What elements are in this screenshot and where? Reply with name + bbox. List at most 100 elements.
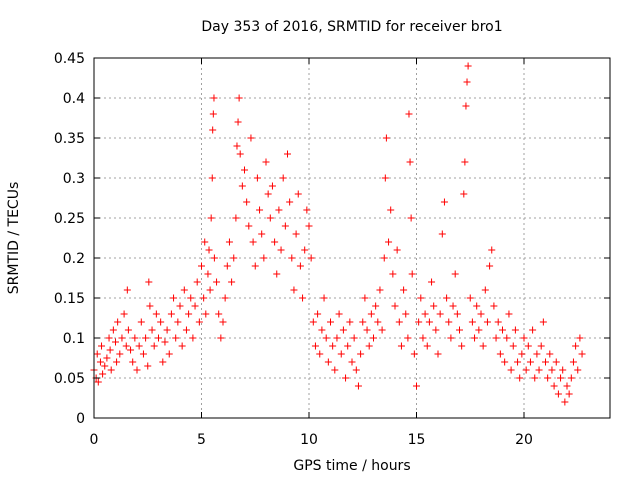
data-point <box>563 382 571 390</box>
data-point <box>204 270 212 278</box>
data-point <box>145 278 153 286</box>
data-point <box>526 358 534 366</box>
data-point <box>217 334 225 342</box>
data-point <box>225 238 233 246</box>
data-point <box>572 342 580 350</box>
data-point <box>309 318 317 326</box>
data-point <box>201 238 209 246</box>
data-point <box>209 126 217 134</box>
data-point <box>124 326 132 334</box>
data-point <box>266 214 274 222</box>
data-point <box>303 206 311 214</box>
data-point <box>505 310 513 318</box>
data-point <box>262 158 270 166</box>
data-point <box>251 262 259 270</box>
data-point <box>432 326 440 334</box>
data-point <box>206 286 214 294</box>
data-point <box>447 334 455 342</box>
data-point <box>413 382 420 390</box>
data-point <box>550 382 558 390</box>
data-point <box>453 310 461 318</box>
data-point <box>402 310 410 318</box>
data-point <box>290 286 298 294</box>
data-point <box>150 342 158 350</box>
data-point <box>178 342 186 350</box>
data-point <box>415 318 423 326</box>
y-tick-label: 0.35 <box>54 131 85 147</box>
data-point <box>213 278 221 286</box>
x-tick-label: 5 <box>197 432 206 448</box>
data-point <box>284 150 291 158</box>
x-tick-label: 0 <box>90 432 99 448</box>
data-point <box>567 374 575 382</box>
data-point <box>374 318 382 326</box>
data-point <box>155 334 162 342</box>
data-point <box>105 334 113 342</box>
data-point <box>361 294 369 302</box>
data-point <box>443 294 451 302</box>
data-point <box>299 294 307 302</box>
y-tick-label: 0.4 <box>63 91 85 107</box>
data-point <box>428 278 436 286</box>
data-point <box>499 326 506 334</box>
data-point <box>241 166 248 174</box>
data-point <box>182 326 190 334</box>
data-point <box>221 294 229 302</box>
data-point <box>445 318 453 326</box>
data-point <box>114 318 122 326</box>
data-point <box>159 358 167 366</box>
data-point <box>346 318 354 326</box>
data-point <box>101 362 109 370</box>
chart-title: Day 353 of 2016, SRMTID for receiver bro… <box>201 19 502 35</box>
x-tick-label: 20 <box>515 432 533 448</box>
data-point <box>425 318 433 326</box>
data-point <box>544 374 552 382</box>
data-point <box>460 190 468 198</box>
data-point <box>98 342 106 350</box>
data-point <box>352 366 360 374</box>
data-point <box>456 326 463 334</box>
data-point <box>400 286 408 294</box>
data-point <box>387 206 395 214</box>
data-point <box>410 350 418 358</box>
data-point <box>391 302 399 310</box>
data-point <box>430 302 438 310</box>
data-point <box>461 158 469 166</box>
data-point <box>335 310 343 318</box>
data-point <box>202 310 210 318</box>
data-point <box>219 318 227 326</box>
data-point <box>260 254 268 262</box>
data-point <box>205 246 213 254</box>
data-point <box>554 390 562 398</box>
data-point <box>210 254 218 262</box>
data-point <box>195 318 203 326</box>
data-point <box>471 334 479 342</box>
data-point <box>324 358 332 366</box>
data-point <box>395 318 403 326</box>
data-point <box>137 318 145 326</box>
data-point <box>329 342 337 350</box>
data-point <box>507 366 515 374</box>
data-point <box>533 350 541 358</box>
data-point <box>522 366 530 374</box>
plot-frame <box>93 57 611 419</box>
data-point <box>208 174 216 182</box>
data-point <box>339 326 347 334</box>
y-tick-label: 0.3 <box>63 171 85 187</box>
y-tick-label: 0.15 <box>54 291 85 307</box>
data-point <box>123 286 131 294</box>
data-point <box>120 310 128 318</box>
data-point <box>421 310 429 318</box>
data-point <box>232 214 240 222</box>
data-point <box>96 358 104 366</box>
data-point <box>294 190 302 198</box>
data-point <box>210 94 218 102</box>
y-tick-label: 0.05 <box>54 371 85 387</box>
data-point <box>207 214 215 222</box>
data-point <box>135 342 143 350</box>
data-point <box>238 182 246 190</box>
data-point <box>539 318 547 326</box>
data-point <box>215 310 223 318</box>
data-point <box>559 366 567 374</box>
